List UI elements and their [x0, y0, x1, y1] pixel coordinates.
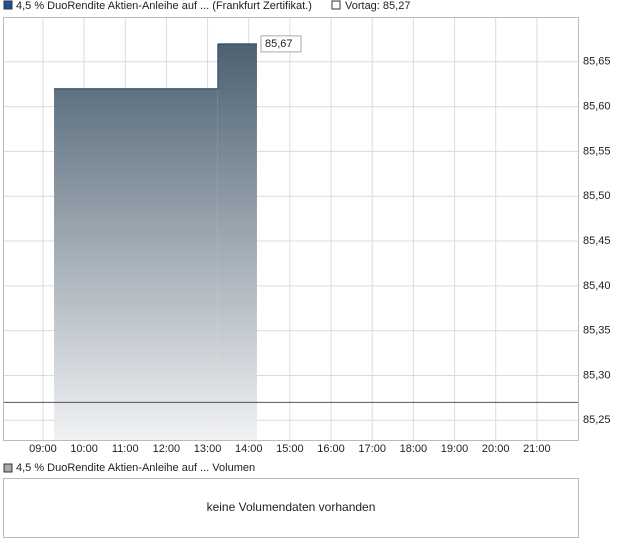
- legend-swatch: [3, 0, 13, 10]
- x-tick-label: 19:00: [441, 443, 469, 455]
- x-tick-label: 12:00: [153, 443, 181, 455]
- y-tick-label: 85,60: [583, 101, 611, 113]
- y-tick-label: 85,30: [583, 369, 611, 381]
- legend-swatch: [331, 0, 341, 10]
- x-tick-label: 14:00: [235, 443, 263, 455]
- x-tick-label: 16:00: [317, 443, 345, 455]
- volume-box: [3, 478, 579, 538]
- volume-legend: 4,5 % DuoRendite Aktien-Anleihe auf ... …: [16, 462, 255, 474]
- x-tick-label: 21:00: [523, 443, 551, 455]
- x-tick-label: 17:00: [358, 443, 386, 455]
- legend-label: 4,5 % DuoRendite Aktien-Anleihe auf ... …: [16, 0, 312, 12]
- y-tick-label: 85,25: [583, 414, 611, 426]
- y-tick-label: 85,50: [583, 190, 611, 202]
- area-step: [217, 43, 257, 441]
- y-tick-label: 85,35: [583, 325, 611, 337]
- x-tick-label: 15:00: [276, 443, 304, 455]
- plot-frame: [3, 17, 579, 441]
- x-tick-label: 11:00: [112, 443, 139, 455]
- y-tick-label: 85,65: [583, 56, 611, 68]
- volume-message: keine Volumendaten vorhanden: [207, 500, 376, 514]
- x-tick-label: 09:00: [29, 443, 57, 455]
- y-tick-label: 85,55: [583, 145, 611, 157]
- value-label-box: [260, 35, 302, 53]
- legend-swatch: [3, 463, 13, 473]
- x-tick-label: 10:00: [70, 443, 98, 455]
- x-tick-label: 18:00: [400, 443, 428, 455]
- area-step: [54, 88, 218, 440]
- value-label: 85,67: [265, 38, 293, 50]
- x-tick-label: 13:00: [194, 443, 222, 455]
- y-tick-label: 85,45: [583, 235, 611, 247]
- y-tick-label: 85,40: [583, 280, 611, 292]
- x-tick-label: 20:00: [482, 443, 510, 455]
- previous-close-label: Vortag: 85,27: [345, 0, 410, 12]
